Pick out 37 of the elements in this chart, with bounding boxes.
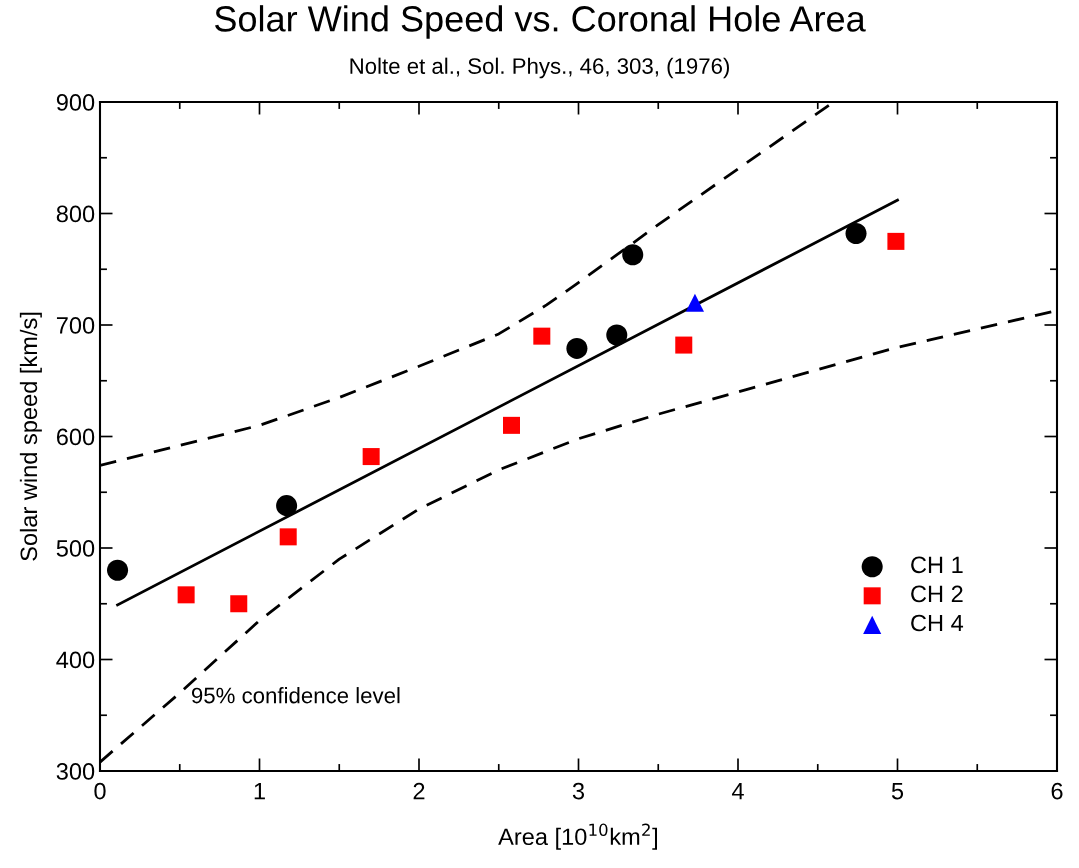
point bbox=[279, 528, 297, 546]
y-tick-label: 900 bbox=[56, 94, 95, 111]
x-axis-title: Area [10$^{10}$km$^{2}$] bbox=[498, 823, 657, 850]
x-tick-label: 3 bbox=[572, 782, 585, 800]
legend-label: CH 2 bbox=[911, 585, 963, 603]
x-tick-label: 1 bbox=[254, 782, 265, 800]
point bbox=[566, 337, 588, 359]
x-tick-label: 5 bbox=[891, 782, 904, 800]
point bbox=[362, 448, 380, 466]
point bbox=[622, 244, 644, 266]
y-tick-label: 700 bbox=[56, 317, 95, 334]
point bbox=[177, 586, 195, 604]
y-tick-label: 400 bbox=[56, 651, 95, 669]
legend-label: CH 1 bbox=[911, 556, 963, 574]
x-tick-label: 4 bbox=[731, 782, 744, 800]
legend-label: CH 4 bbox=[911, 614, 964, 632]
y-tick-label: 600 bbox=[56, 428, 95, 446]
y-tick-label: 500 bbox=[56, 540, 95, 557]
point bbox=[685, 293, 704, 312]
point bbox=[845, 223, 867, 245]
point bbox=[887, 232, 905, 250]
y-tick-label: 800 bbox=[56, 205, 95, 223]
chart-title: Solar Wind Speed vs. Coronal Hole Area bbox=[214, 5, 866, 39]
point bbox=[675, 336, 693, 354]
x-tick-label: 2 bbox=[413, 782, 425, 800]
point bbox=[276, 495, 298, 517]
annotation: 95% confidence level bbox=[191, 687, 400, 704]
point bbox=[503, 416, 521, 434]
y-tick-label: 300 bbox=[56, 763, 95, 780]
x-tick-label: 0 bbox=[94, 782, 106, 800]
point bbox=[606, 324, 628, 346]
point bbox=[533, 327, 551, 345]
chart-subtitle: Nolte et al., Sol. Phys., 46, 303, (1976) bbox=[350, 57, 729, 79]
point bbox=[230, 595, 248, 613]
x-tick-label: 6 bbox=[1051, 782, 1063, 800]
point bbox=[107, 559, 129, 581]
y-axis-title: Solar wind speed [km/s] bbox=[19, 312, 42, 561]
